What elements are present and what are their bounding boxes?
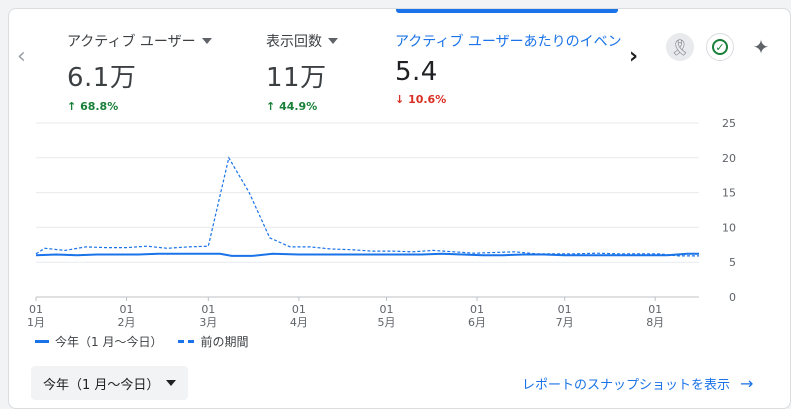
legend-item-current: 今年（1 月～今日） [35,333,162,350]
metric-label-views[interactable]: 表示回数 [266,31,338,51]
check-circle-icon[interactable]: ✓ [706,33,734,61]
y-tick-label: 0 [729,291,736,304]
caret-down-icon[interactable] [201,38,212,44]
legend-dashed-swatch [178,340,195,343]
date-range-dropdown[interactable]: 今年（1 月～今日） [31,366,188,400]
metric-change-value: 68.8% [80,100,119,113]
metric-tab-events-per-user[interactable]: アクティブ ユーザーあたりのイベン 5.4 ↓ 10.6% [395,31,622,106]
x-tick-month: 1月 [27,316,45,329]
metric-change: ↑ 68.8% [67,100,212,113]
metric-value: 11万 [266,63,327,93]
arrow-right-icon: → [740,374,754,393]
x-tick-day: 01 [648,303,662,316]
metric-change: ↓ 10.6% [395,93,622,106]
view-report-snapshot-link[interactable]: レポートのスナップショットを表示 → [522,374,753,393]
x-tick-month: 6月 [468,316,486,329]
series-line-current [35,252,699,257]
x-tick-month: 7月 [556,316,574,329]
arrow-down-icon: ↓ [395,93,405,106]
award-icon[interactable]: 🎗 [666,33,694,61]
selected-tab-indicator [396,9,618,13]
summary-card: ‹ アクティブ ユーザー 6.1万 ↑ 68.8% 表示回数 11万 ↑ 44.… [8,8,791,409]
arrow-up-icon: ↑ [67,100,77,113]
date-range-value: 今年（1 月～今日） [43,377,160,393]
x-tick-day: 01 [201,303,215,316]
metric-label-text: 表示回数 [266,34,322,50]
x-tick-day: 01 [292,303,306,316]
line-chart: 0510152025011月012月013月014月015月016月017月01… [27,117,736,329]
legend-solid-swatch [35,340,49,343]
legend-item-previous: 前の期間 [178,333,248,350]
x-tick-day: 01 [558,303,572,316]
chart-legend: 今年（1 月～今日） 前の期間 [35,333,248,350]
metric-label-text: アクティブ ユーザー [67,34,196,50]
x-tick-day: 01 [120,303,134,316]
x-tick-month: 5月 [377,316,395,329]
x-tick-month: 4月 [290,316,308,329]
x-tick-day: 01 [29,303,43,316]
metric-tab-views[interactable]: 表示回数 11万 ↑ 44.9% [266,31,338,113]
x-tick-day: 01 [379,303,393,316]
report-link-text: レポートのスナップショットを表示 [522,378,731,393]
x-tick-month: 2月 [118,316,136,329]
chevron-right-icon[interactable]: › [629,44,639,69]
y-tick-label: 10 [722,221,736,234]
metric-value: 6.1万 [67,63,137,93]
metric-change-value: 44.9% [279,100,318,113]
legend-label-previous: 前の期間 [200,335,249,349]
metric-label-active-users[interactable]: アクティブ ユーザー [67,31,212,51]
series-line-previous [35,156,699,257]
x-tick-day: 01 [470,303,484,316]
legend-label-current: 今年（1 月～今日） [55,335,163,349]
x-tick-month: 8月 [646,316,664,329]
sparkle-icon[interactable]: ✦ [752,35,770,59]
y-tick-label: 20 [722,152,736,165]
metric-value: 5.4 [395,57,438,87]
y-tick-label: 25 [722,117,736,130]
metric-change: ↑ 44.9% [266,100,338,113]
y-tick-label: 5 [729,256,736,269]
y-tick-label: 15 [722,187,736,200]
caret-down-icon [166,380,176,386]
metric-tab-active-users[interactable]: アクティブ ユーザー 6.1万 ↑ 68.8% [67,31,212,113]
metric-label-text: アクティブ ユーザーあたりのイベン [395,34,622,50]
arrow-up-icon: ↑ [266,100,276,113]
metric-label-events-per-user[interactable]: アクティブ ユーザーあたりのイベン [395,31,622,51]
chevron-left-icon[interactable]: ‹ [17,44,26,69]
x-tick-month: 3月 [199,316,217,329]
caret-down-icon[interactable] [328,38,338,44]
metric-change-value: 10.6% [408,93,447,106]
